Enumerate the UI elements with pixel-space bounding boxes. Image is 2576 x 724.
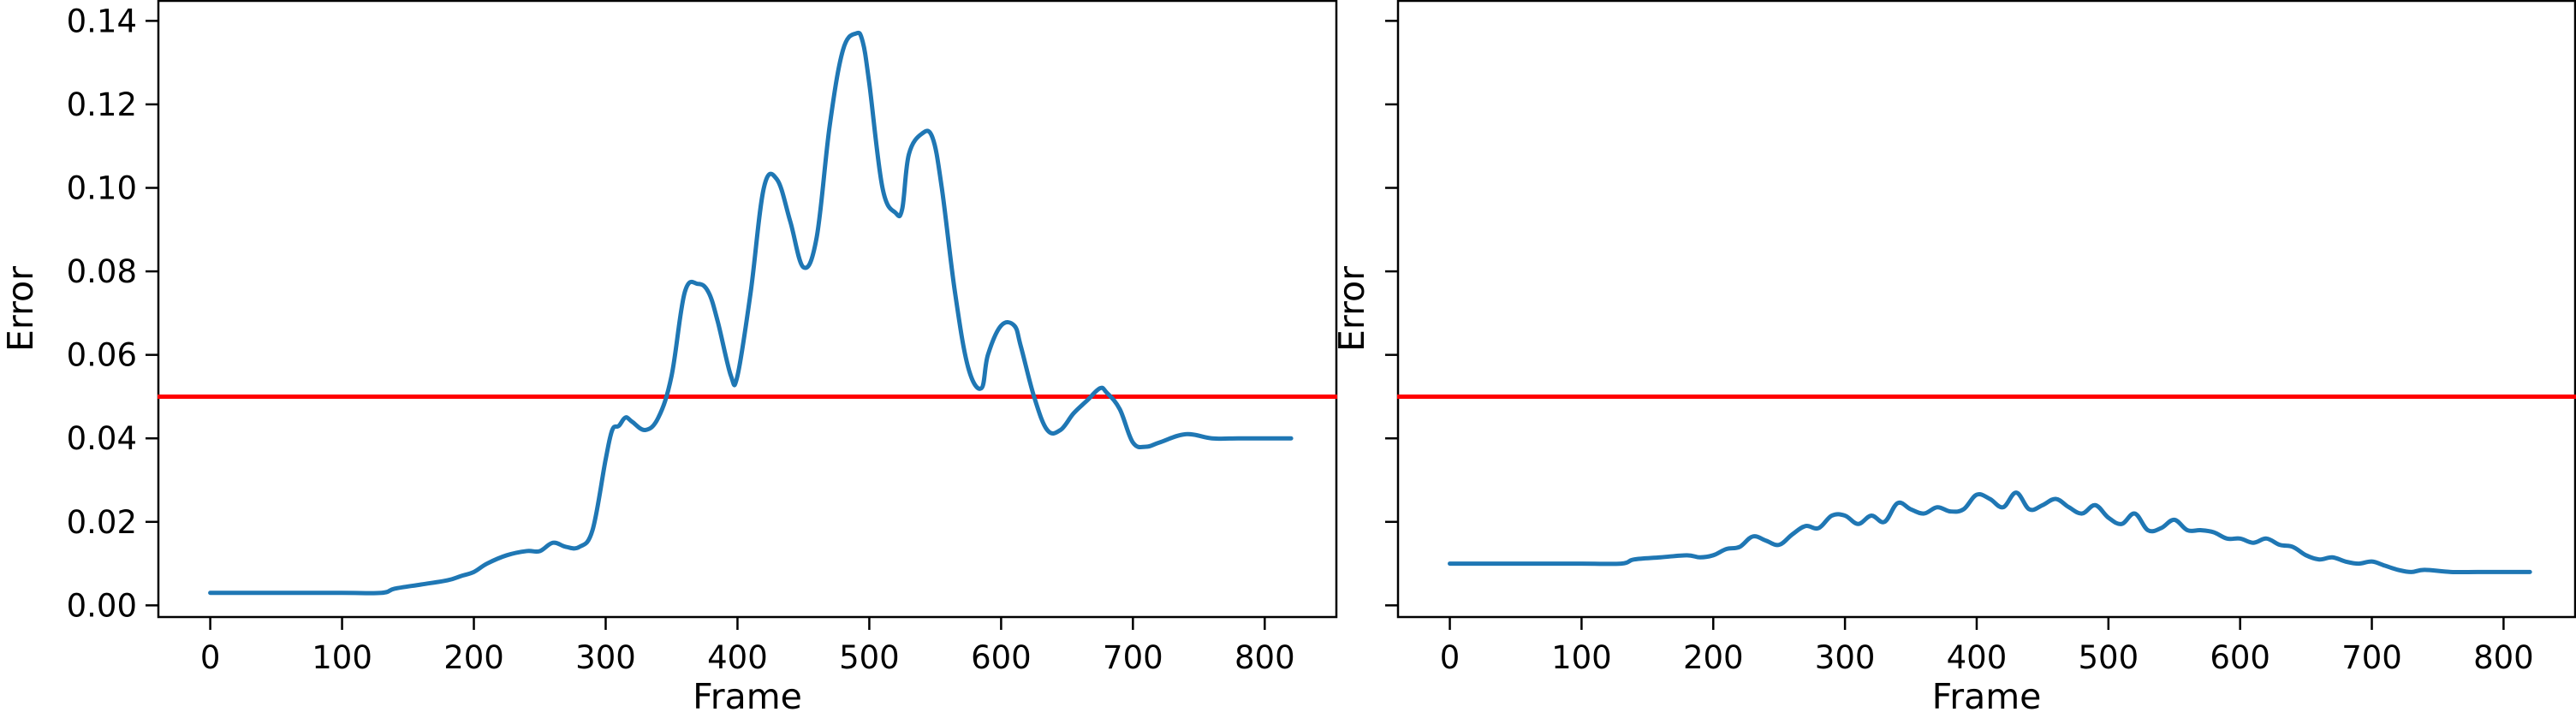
- left-chart: 0.00 0.02 0.04 0.06 0.08 0.10 0.12 0.14 0 100 200 3…: [0, 0, 1338, 717]
- x-tick-label: 700: [1103, 639, 1163, 676]
- x-tick-label: 600: [971, 639, 1032, 676]
- x-tick-label: 100: [1551, 639, 1612, 676]
- x-tick-label: 500: [2079, 639, 2139, 676]
- series-line: [1448, 490, 2532, 575]
- y-tick-label: 0.12: [67, 86, 137, 123]
- y-tick-label: 0.06: [67, 337, 137, 374]
- x-tick-label: 0: [1440, 639, 1461, 676]
- y-axis-label: Error: [0, 266, 41, 352]
- y-tick-label: 0.04: [67, 420, 137, 457]
- x-tick-label: 0: [200, 639, 221, 676]
- y-tick-label: 0.00: [67, 587, 137, 624]
- x-tick-label: 200: [1683, 639, 1744, 676]
- plot-frame: [1396, 0, 2576, 619]
- x-tick-label: 400: [707, 639, 768, 676]
- x-tick-label: 700: [2341, 639, 2402, 676]
- x-tick-label: 400: [1947, 639, 2008, 676]
- x-tick-label: 800: [1234, 639, 1295, 676]
- x-tick-label: 100: [312, 639, 372, 676]
- x-tick-label: 800: [2473, 639, 2534, 676]
- y-tick-label: 0.02: [67, 504, 137, 541]
- series-line: [208, 30, 1294, 596]
- x-tick-label: 300: [575, 639, 636, 676]
- right-chart: 0 100 200 300 400 500 600 700 800 Frame Error: [1331, 0, 2576, 717]
- x-tick-label: 500: [839, 639, 900, 676]
- x-tick-label: 300: [1815, 639, 1876, 676]
- y-axis-label: Error: [1331, 266, 1372, 352]
- x-axis-label: Frame: [1932, 676, 2042, 717]
- x-axis-label: Frame: [693, 676, 802, 717]
- y-tick-label: 0.08: [67, 253, 137, 290]
- plot-frame: [157, 0, 1338, 619]
- y-tick-label: 0.10: [67, 170, 137, 207]
- x-tick-label: 200: [443, 639, 504, 676]
- y-tick-label: 0.14: [67, 3, 137, 39]
- x-tick-label: 600: [2210, 639, 2270, 676]
